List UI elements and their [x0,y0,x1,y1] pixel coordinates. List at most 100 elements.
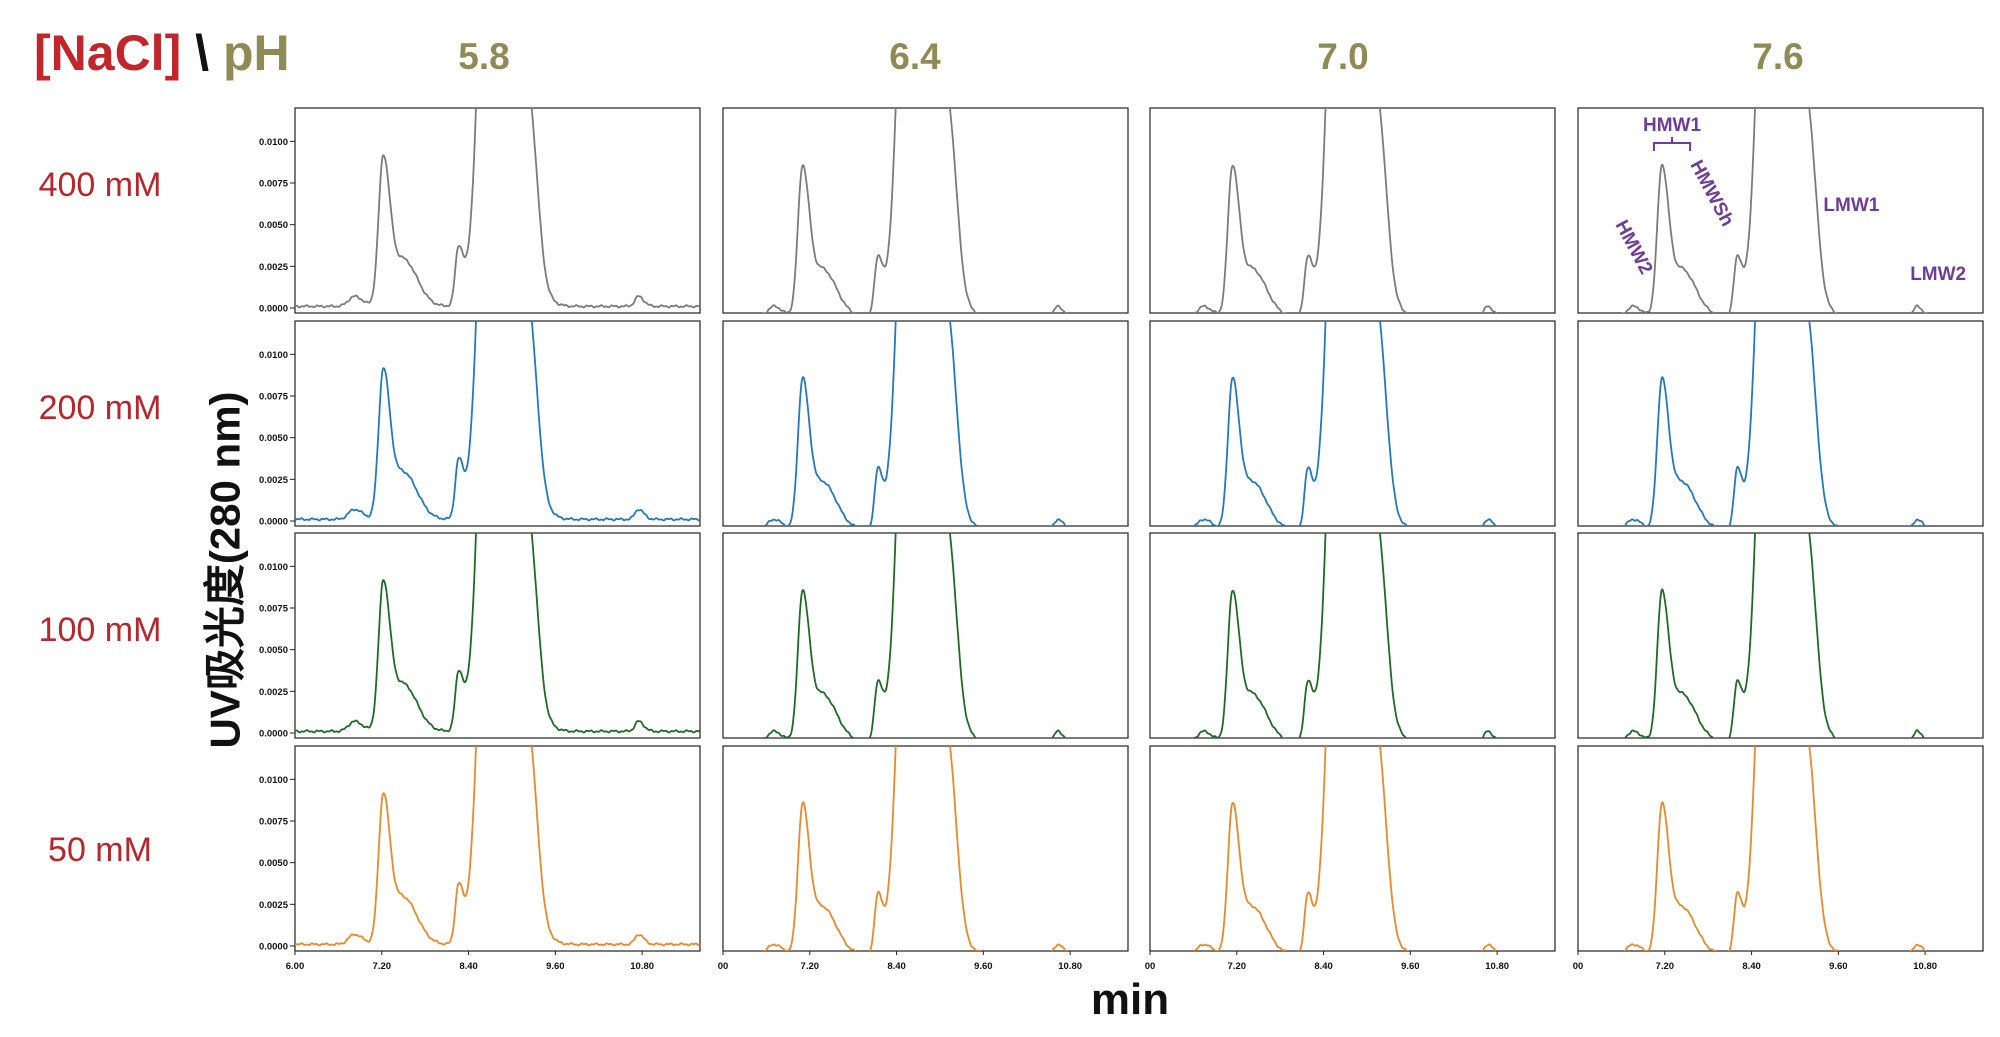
y-tick-label: 0.0100 [259,350,288,361]
x-tick-label: 9.60 [974,961,993,972]
series-line [762,108,1069,313]
panel-frame [722,532,1129,739]
series-line [1193,746,1497,951]
panel-frame [294,532,701,739]
panel-frame [1149,745,1556,952]
chromatogram-panel: 0.0000 0.0025 0.0050 0.0075 0.0100 [259,107,701,315]
chromatogram-panel [1149,532,1556,739]
panel-frame [294,745,701,952]
panel-frame [1577,532,1984,739]
y-tick-label: 0.0075 [259,392,289,403]
chromatogram-panel [722,107,1129,314]
nacl-row-label-3: 100 mM [38,611,162,649]
chart-title: [NaCl] \ pH [34,24,290,82]
y-tick-label: 0.0025 [259,262,289,273]
panel-frame [294,320,701,527]
nacl-row-label-2: 200 mM [38,389,162,427]
x-tick-label: 8.40 [887,961,906,972]
ph-column-label-1: 5.8 [458,36,510,77]
x-tick-label: 9.60 [1401,961,1420,972]
lmw1-label: LMW1 [1823,195,1879,216]
x-tick-label: 7.20 [1228,961,1247,972]
y-tick-label: 0.0000 [259,942,288,953]
series-line [295,321,700,522]
y-tick-label: 0.0050 [259,858,288,869]
x-tick-label: 10.80 [1913,961,1937,972]
panel-frame [1577,745,1984,952]
chromatogram-panel [722,320,1129,527]
series-line [295,533,700,734]
series-line [1621,533,1928,738]
x-tick-label: 10.80 [1058,961,1082,972]
chromatogram-panel [1149,320,1556,527]
y-tick-label: 0.0100 [259,137,288,148]
y-tick-label: 0.0100 [259,562,288,573]
x-tick-label: 7.20 [373,961,392,972]
y-tick-label: 0.0025 [259,475,289,486]
series-line [1193,108,1498,313]
panel-frame [722,745,1129,952]
chromatogram-panel: 00 7.20 8.40 9.60 10.80 [1573,745,1984,972]
series-line [1621,108,1928,313]
series-line [1623,746,1927,951]
chromatogram-panel [1577,107,1984,314]
chromatogram-panel: 0.0000 0.0025 0.0050 0.0075 0.0100 6.00 7.20 8.… [259,745,701,972]
chromatogram-panel: 0.0000 0.0025 0.0050 0.0075 0.0100 [259,320,701,528]
x-tick-label: 00 [1573,961,1584,972]
ph-column-label-2: 6.4 [889,36,941,77]
series-line [1193,533,1497,738]
y-tick-label: 0.0050 [259,433,288,444]
y-tick-label: 0.0025 [259,687,289,698]
x-tick-label: 00 [718,961,729,972]
y-tick-label: 0.0075 [259,817,289,828]
panel-frame [1149,107,1556,314]
panel-frame [1149,320,1556,527]
x-tick-label: 8.40 [459,961,478,972]
series-line [295,108,700,309]
y-tick-label: 0.0050 [259,645,288,656]
title-separator: \ [195,25,210,81]
x-tick-label: 9.60 [1829,961,1848,972]
x-tick-label: 8.40 [1742,961,1761,972]
series-line [1193,321,1497,526]
chromatogram-panel [722,532,1129,739]
panel-frame [1149,532,1556,739]
series-line [763,746,1067,951]
lmw2-label: LMW2 [1910,264,1966,285]
y-tick-label: 0.0000 [259,304,288,315]
chromatogram-panel [1149,107,1556,314]
series-line [763,321,1067,526]
x-tick-label: 10.80 [630,961,654,972]
panel-frame [1577,107,1984,314]
panel-frame [1577,320,1984,527]
chromatogram-panel: 0.0000 0.0025 0.0050 0.0075 0.0100 [259,532,701,740]
x-tick-label: 6.00 [286,961,305,972]
x-tick-label: 10.80 [1485,961,1509,972]
chromatogram-panel [1577,320,1984,527]
chromatogram-panel: 00 7.20 8.40 9.60 10.80 [1145,745,1556,972]
y-tick-label: 0.0025 [259,900,289,911]
nacl-row-label-4: 50 mM [48,831,152,869]
x-tick-label: 9.60 [546,961,565,972]
x-tick-label: 8.40 [1314,961,1333,972]
y-tick-label: 0.0000 [259,517,288,528]
chromatogram-panel [1577,532,1984,739]
nacl-title: [NaCl] [34,25,182,81]
ph-title: pH [222,25,290,81]
x-axis-label: min [1090,975,1170,1024]
panel-frame [294,107,701,314]
y-tick-label: 0.0000 [259,729,288,740]
hmw1-label: HMW1 [1643,115,1701,136]
ph-column-label-3: 7.0 [1317,36,1369,77]
x-tick-label: 00 [1145,961,1156,972]
y-tick-label: 0.0100 [259,775,288,786]
series-line [1623,321,1927,526]
panel-frame [722,320,1129,527]
x-tick-label: 7.20 [801,961,820,972]
y-tick-label: 0.0075 [259,179,289,190]
series-line [295,746,700,947]
chromatogram-panel: 00 7.20 8.40 9.60 10.80 [718,745,1129,972]
panel-frame [722,107,1129,314]
y-tick-label: 0.0075 [259,604,289,615]
